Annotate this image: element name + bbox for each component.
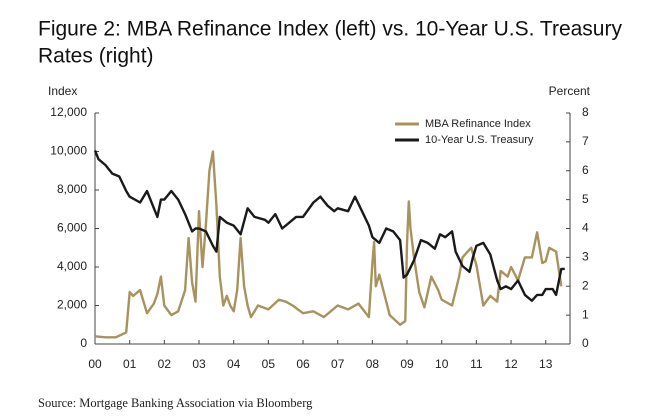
x-tick-label: 08 <box>366 357 380 371</box>
y2-tick-label: 3 <box>582 250 589 264</box>
x-tick-label: 10 <box>435 357 449 371</box>
y2-tick-label: 0 <box>582 336 589 350</box>
x-tick-label: 12 <box>504 357 518 371</box>
chart-title: Figure 2: MBA Refinance Index (left) vs.… <box>38 18 622 41</box>
x-tick-label: 06 <box>296 357 310 371</box>
source-note: Source: Mortgage Banking Association via… <box>38 396 313 410</box>
x-tick-label: 03 <box>192 357 206 371</box>
series-line <box>94 150 563 339</box>
y2-tick-label: 6 <box>582 163 589 177</box>
x-tick-label: 13 <box>539 357 553 371</box>
y2-tick-label: 1 <box>582 307 589 321</box>
y-tick-label: 2,000 <box>57 298 87 312</box>
y-tick-label: 12,000 <box>50 105 87 119</box>
x-tick-label: 00 <box>88 357 102 371</box>
y2-tick-label: 7 <box>582 134 589 148</box>
x-tick-label: 05 <box>262 357 276 371</box>
y2-tick-label: 2 <box>582 278 589 292</box>
chart-title: Rates (right) <box>38 45 154 68</box>
x-tick-label: 07 <box>331 357 345 371</box>
x-tick-label: 04 <box>227 357 241 371</box>
y2-axis-label: Percent <box>549 84 591 98</box>
legend-label: MBA Refinance Index <box>425 118 531 130</box>
legend-label: 10-Year U.S. Treasury <box>425 134 534 146</box>
y2-tick-label: 8 <box>582 105 589 119</box>
y2-tick-label: 4 <box>582 221 589 235</box>
series-line <box>93 150 565 302</box>
x-tick-label: 02 <box>158 357 172 371</box>
x-tick-label: 01 <box>123 357 137 371</box>
x-tick-label: 11 <box>470 357 483 371</box>
y-tick-label: 4,000 <box>57 259 87 273</box>
y2-tick-label: 5 <box>582 192 589 206</box>
y-tick-label: 10,000 <box>50 144 87 158</box>
y-tick-label: 8,000 <box>57 182 87 196</box>
x-tick-label: 09 <box>400 357 414 371</box>
y-tick-label: 0 <box>80 336 87 350</box>
y-tick-label: 6,000 <box>57 221 87 235</box>
y-axis-label: Index <box>48 84 77 98</box>
